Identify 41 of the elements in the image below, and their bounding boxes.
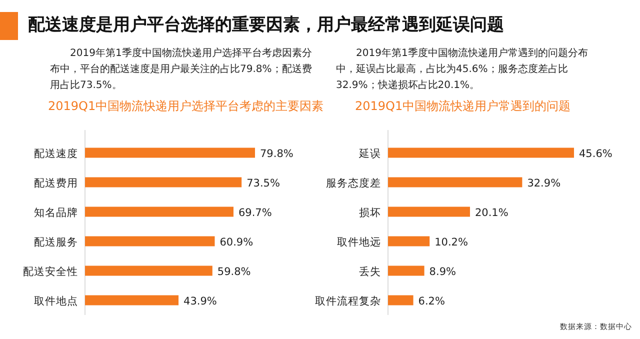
- y-tick-label: 取件地点: [34, 294, 78, 308]
- y-tick-label: 损坏: [359, 206, 381, 219]
- y-tick-label: 配送服务: [34, 236, 78, 248]
- y-tick-label: 服务态度差: [326, 176, 381, 190]
- data-label: 45.6%: [579, 148, 612, 160]
- bar: [85, 266, 212, 276]
- bar: [85, 177, 242, 188]
- data-label: 32.9%: [527, 177, 561, 190]
- text: 配送速度是用户平台选择的重要因素，用户最经常遇到延误问题: [28, 14, 504, 36]
- chart-subtitle: 2019年第1季度中国物流快递用户选择平台考虑因素分布中，平台的配送速度是用户最关注的占比79.8%；配送费用占比73.5%。: [50, 46, 313, 93]
- bar: [388, 236, 430, 246]
- chart-title: 2019Q1中国物流快递用户常遇到的问题: [355, 98, 571, 115]
- bar: [85, 206, 234, 217]
- y-tick-label: 知名品牌: [34, 206, 78, 219]
- data-label: 43.9%: [184, 295, 217, 308]
- y-tick-label: 配送安全性: [23, 264, 78, 278]
- bar: [388, 177, 522, 188]
- bar: [388, 148, 574, 158]
- data-label: 8.9%: [429, 266, 456, 278]
- data-label: 59.8%: [217, 266, 251, 278]
- y-tick-label: 取件地远: [337, 235, 381, 248]
- data-label: 60.9%: [220, 236, 254, 248]
- y-tick-label: 取件流程复杂: [315, 294, 381, 308]
- bar: [388, 295, 414, 306]
- chart-title: 2019Q1中国物流快递用户选择平台考虑的主要因素: [48, 98, 324, 115]
- data-label: 10.2%: [434, 236, 468, 248]
- data-label: 79.8%: [260, 148, 294, 160]
- y-tick-label: 延误: [358, 148, 381, 160]
- bar: [388, 206, 470, 217]
- bar: [85, 148, 255, 158]
- data-label: 6.2%: [418, 295, 445, 308]
- bar: [85, 236, 215, 246]
- data-label: 69.7%: [238, 206, 272, 219]
- y-tick-label: 丢失: [359, 264, 381, 278]
- y-tick-label: 配送费用: [34, 176, 78, 190]
- data-label: 73.5%: [246, 177, 280, 190]
- y-tick-label: 配送速度: [34, 146, 78, 160]
- bar: [388, 266, 424, 276]
- chart-subtitle: 2019年第1季度中国物流快递用户常遇到的问题分布中，延误占比最高，占比为45.6%；服务态度差占比32.9%；快递损坏占比20.1%。: [336, 46, 589, 93]
- data-label: 20.1%: [474, 206, 508, 219]
- bar: [85, 295, 179, 306]
